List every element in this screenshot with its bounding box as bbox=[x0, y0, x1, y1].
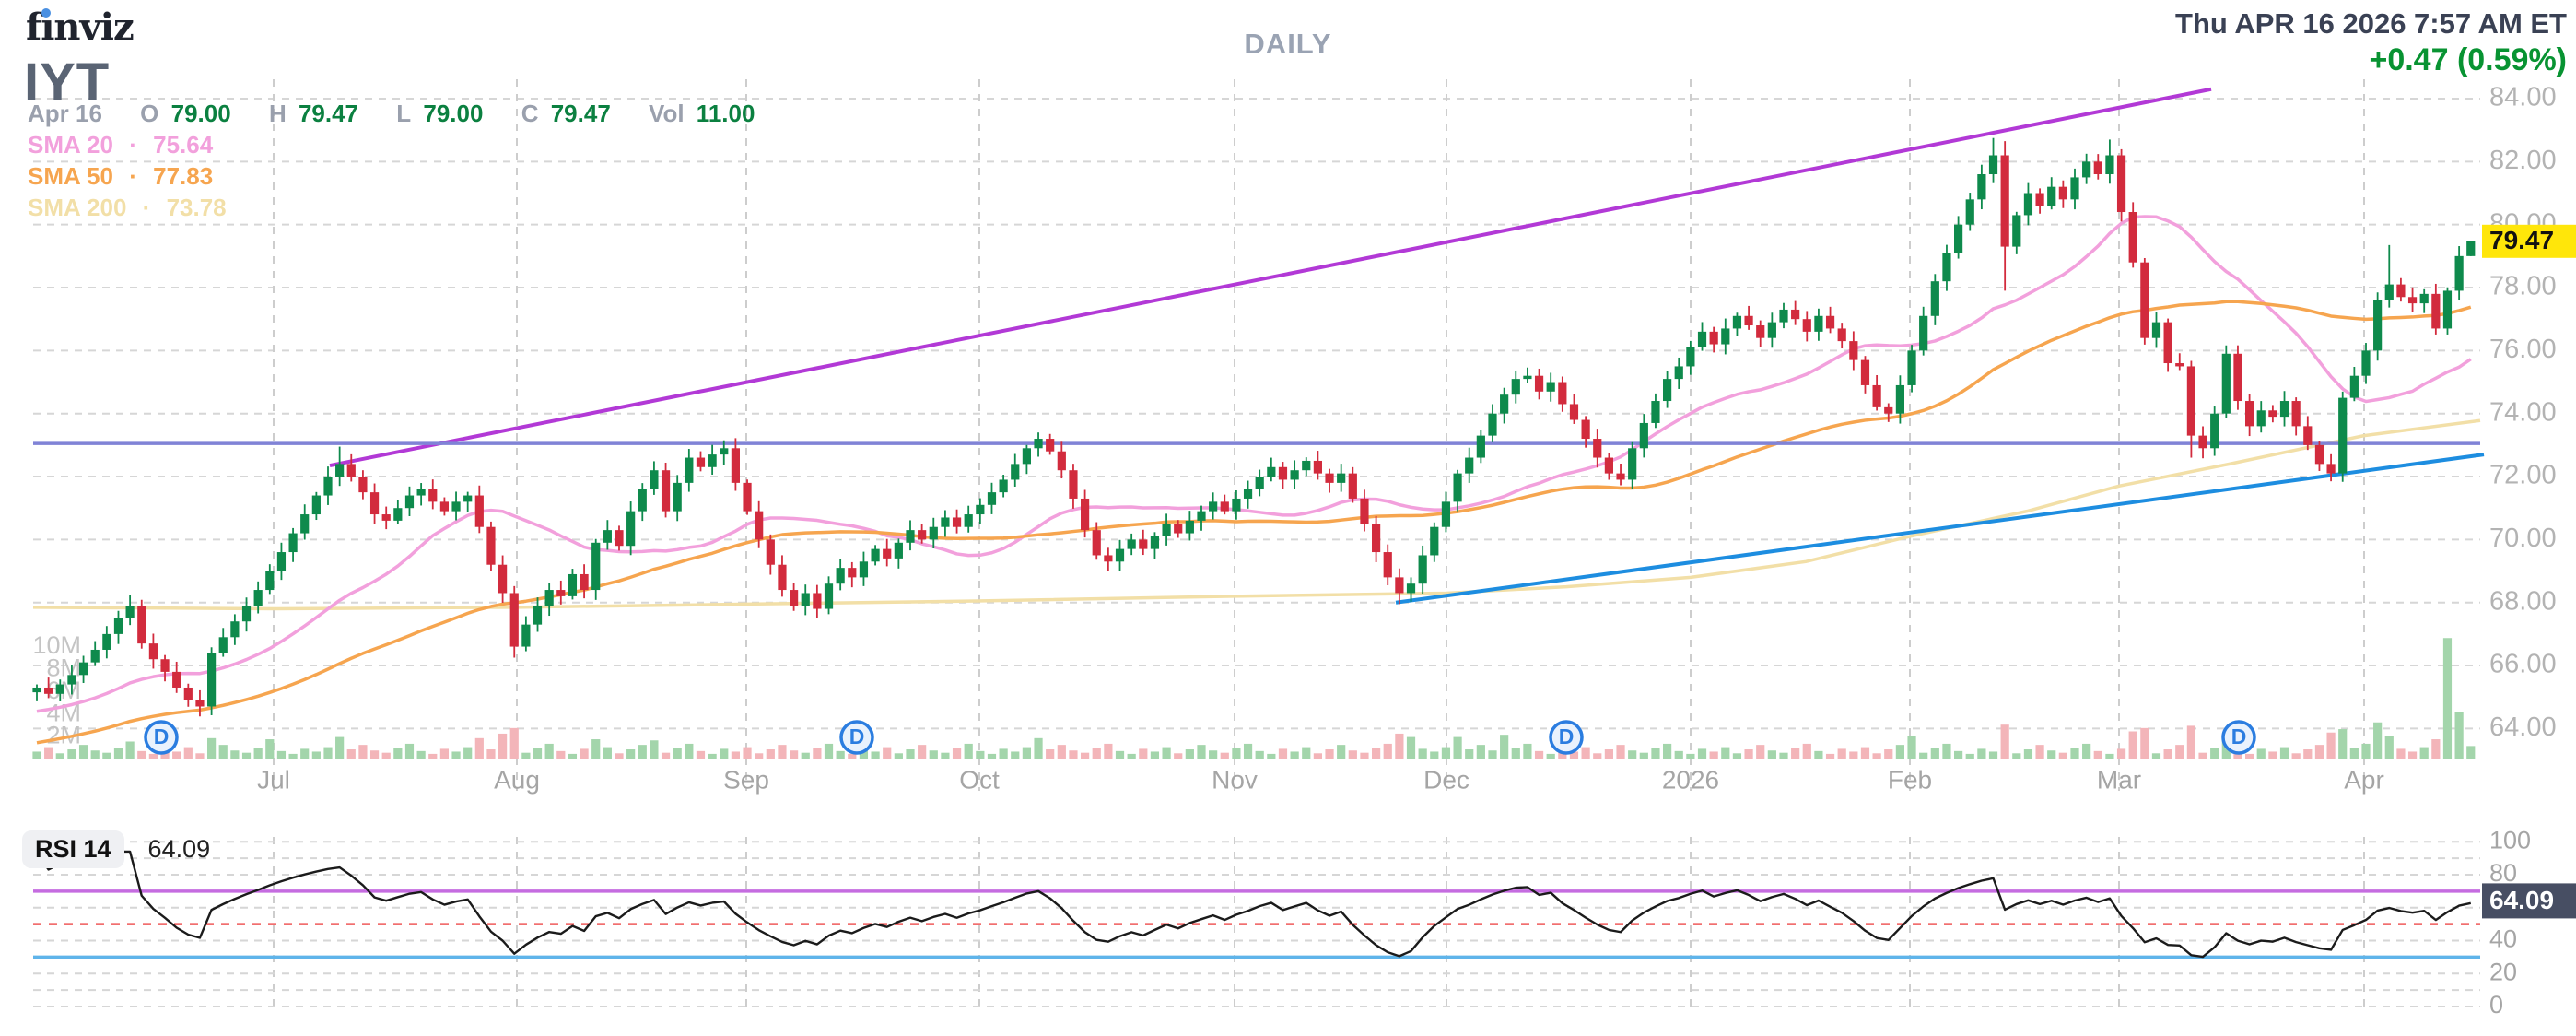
svg-text:D: D bbox=[154, 724, 170, 748]
volume-bars bbox=[32, 638, 2476, 759]
low-label: L bbox=[396, 100, 412, 127]
svg-text:84.00: 84.00 bbox=[2489, 83, 2557, 112]
rising-support-trendline bbox=[1395, 453, 2485, 605]
rsi-indicator-label[interactable]: RSI 14 bbox=[22, 830, 124, 868]
ohlc-legend: Apr 16 O 79.00 H 79.47 L 79.00 C 79.47 V… bbox=[28, 100, 760, 128]
high-value: 79.47 bbox=[298, 100, 359, 127]
open-value: 79.00 bbox=[170, 100, 231, 127]
rsi-line bbox=[35, 850, 2472, 959]
sma200-legend: SMA 200 · 73.78 bbox=[28, 194, 236, 222]
svg-text:Jul: Jul bbox=[257, 765, 290, 794]
svg-text:82.00: 82.00 bbox=[2489, 146, 2557, 175]
svg-text:70.00: 70.00 bbox=[2489, 524, 2557, 553]
rsi-legend: RSI 14 64.09 bbox=[22, 830, 210, 868]
quote-datetime: Thu APR 16 2026 7:57 AM ET bbox=[2175, 7, 2567, 40]
sma50-separator: · bbox=[129, 162, 137, 190]
sma20-label: SMA 20 bbox=[28, 131, 113, 159]
dividend-marker[interactable]: D bbox=[2221, 720, 2256, 755]
sma20-separator: · bbox=[129, 131, 137, 159]
open-label: O bbox=[140, 100, 159, 127]
svg-text:78.00: 78.00 bbox=[2489, 272, 2557, 301]
svg-text:2026: 2026 bbox=[1662, 765, 1719, 794]
close-label: C bbox=[521, 100, 539, 127]
low-value: 79.00 bbox=[423, 100, 484, 127]
svg-text:80: 80 bbox=[2489, 859, 2517, 887]
rsi-value-badge: 64.09 bbox=[2482, 883, 2576, 919]
svg-text:20: 20 bbox=[2489, 958, 2517, 985]
sma20-value: 75.64 bbox=[153, 131, 214, 159]
svg-text:64.00: 64.00 bbox=[2489, 712, 2557, 742]
sma50-label: SMA 50 bbox=[28, 162, 113, 190]
dividend-marker[interactable]: D bbox=[1549, 720, 1584, 755]
svg-text:68.00: 68.00 bbox=[2489, 586, 2557, 616]
rsi-gridlines: 100806040200 bbox=[33, 826, 2531, 1018]
sma20-line bbox=[36, 215, 2472, 713]
svg-text:Sep: Sep bbox=[723, 765, 769, 794]
last-price-badge: 79.47 bbox=[2482, 224, 2576, 258]
dividend-marker[interactable]: D bbox=[144, 720, 179, 755]
sma50-value: 77.83 bbox=[153, 162, 214, 190]
sma200-line bbox=[32, 418, 2481, 611]
svg-text:Feb: Feb bbox=[1888, 765, 1932, 794]
sma200-value: 73.78 bbox=[166, 194, 227, 221]
svg-text:76.00: 76.00 bbox=[2489, 335, 2557, 364]
logo-text-tail: nviz bbox=[53, 6, 134, 49]
logo-i-dot: ı bbox=[41, 6, 54, 49]
svg-text:72.00: 72.00 bbox=[2489, 461, 2557, 490]
price-gridlines: 84.0082.0080.0078.0076.0074.0072.0070.00… bbox=[33, 83, 2557, 742]
sma50-line bbox=[36, 300, 2472, 745]
sma50-legend: SMA 50 · 77.83 bbox=[28, 162, 222, 191]
svg-text:66.00: 66.00 bbox=[2489, 650, 2557, 679]
svg-text:D: D bbox=[1559, 724, 1575, 748]
finviz-logo[interactable]: fınviz bbox=[26, 6, 135, 49]
svg-text:0: 0 bbox=[2489, 991, 2503, 1018]
timeframe-label: DAILY bbox=[1244, 28, 1332, 60]
svg-text:Apr: Apr bbox=[2344, 765, 2384, 794]
upper-channel-trendline bbox=[329, 87, 2212, 468]
svg-text:74.00: 74.00 bbox=[2489, 397, 2557, 427]
svg-text:Nov: Nov bbox=[1212, 765, 1258, 794]
high-label: H bbox=[268, 100, 287, 127]
svg-text:Dec: Dec bbox=[1423, 765, 1469, 794]
sma200-separator: · bbox=[142, 194, 151, 221]
svg-text:Oct: Oct bbox=[959, 765, 1000, 794]
ticker-symbol: IYT bbox=[24, 53, 111, 112]
ohlc-date: Apr 16 bbox=[28, 100, 102, 127]
svg-text:D: D bbox=[2231, 724, 2247, 748]
svg-text:79.47: 79.47 bbox=[2489, 226, 2554, 254]
svg-text:100: 100 bbox=[2489, 826, 2531, 854]
sma200-label: SMA 200 bbox=[28, 194, 127, 221]
candlesticks bbox=[32, 137, 2476, 717]
rsi-level-lines bbox=[33, 889, 2480, 959]
close-value: 79.47 bbox=[550, 100, 611, 127]
sma20-legend: SMA 20 · 75.64 bbox=[28, 131, 222, 159]
svg-text:Mar: Mar bbox=[2097, 765, 2141, 794]
svg-text:D: D bbox=[849, 724, 865, 748]
price-change: +0.47 (0.59%) bbox=[2369, 42, 2567, 77]
svg-text:10M: 10M bbox=[32, 631, 81, 659]
volume-label: Vol bbox=[649, 100, 685, 127]
dividend-marker[interactable]: D bbox=[839, 720, 874, 755]
volume-value: 11.00 bbox=[696, 100, 755, 127]
svg-text:40: 40 bbox=[2489, 925, 2517, 953]
logo-text: f bbox=[26, 6, 41, 49]
rsi-indicator-value: 64.09 bbox=[147, 835, 211, 863]
svg-text:64.09: 64.09 bbox=[2489, 886, 2554, 914]
svg-text:Aug: Aug bbox=[494, 765, 540, 794]
